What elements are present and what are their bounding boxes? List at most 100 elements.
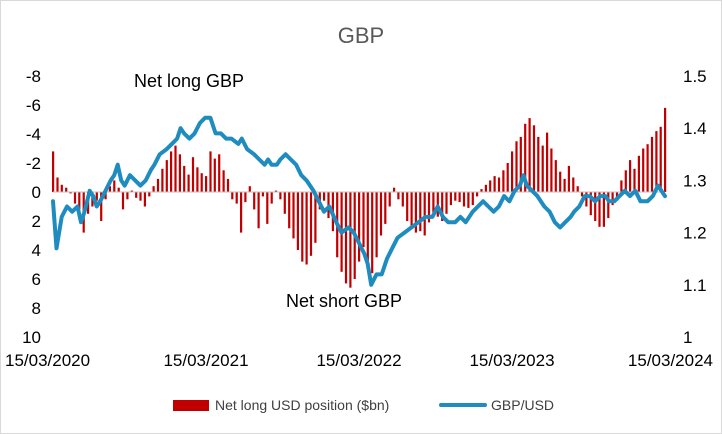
bar-86 (427, 192, 431, 223)
bar-125 (598, 192, 601, 227)
bar-21 (143, 192, 146, 207)
right-tick-label: 1 (683, 328, 692, 347)
bar-20 (139, 192, 142, 201)
bar-18 (130, 190, 133, 192)
left-tick-label: 4 (32, 241, 41, 260)
bar-75 (379, 192, 383, 236)
bar-94 (462, 192, 466, 207)
bar-138 (655, 131, 658, 192)
bar-134 (637, 155, 640, 193)
bar-13 (108, 186, 111, 192)
bar-79 (397, 192, 400, 200)
right-axis-ticks: 1.5 1.4 1.3 1.2 1.1 1 (683, 67, 707, 347)
bar-37 (213, 158, 216, 192)
bar-10 (95, 192, 98, 201)
bar-97 (476, 192, 479, 197)
bar-60 (314, 192, 317, 243)
bar-135 (642, 148, 645, 192)
bar-19 (135, 192, 138, 198)
bar-31 (187, 174, 190, 192)
x-tick-label: 15/03/2021 (163, 351, 248, 370)
bar-23 (152, 186, 155, 192)
legend: Net long USD position ($bn) GBP/USD (173, 397, 554, 413)
bar-88 (436, 192, 439, 217)
bar-91 (449, 192, 452, 206)
bar-28 (174, 145, 177, 192)
bar-115 (554, 160, 557, 192)
bar-130 (620, 180, 623, 192)
x-tick-label: 15/03/2023 (469, 351, 554, 370)
left-tick-label: 10 (22, 328, 41, 347)
bar-50 (270, 192, 273, 204)
left-tick-label: -4 (26, 125, 41, 144)
bar-82 (410, 192, 413, 227)
bar-92 (454, 192, 457, 201)
left-tick-label: -6 (26, 96, 41, 115)
bar-58 (305, 192, 308, 265)
bar-136 (646, 144, 649, 192)
bar-110 (532, 125, 536, 192)
bar-71 (362, 192, 365, 248)
bar-102 (497, 177, 501, 192)
bar-121 (580, 192, 584, 197)
bar-35 (205, 176, 208, 192)
legend-line-label: GBP/USD (491, 397, 554, 413)
bar-119 (572, 177, 575, 192)
bar-132 (629, 160, 632, 192)
bar-32 (191, 157, 195, 192)
bar-17 (126, 192, 129, 200)
bar-111 (537, 136, 540, 192)
bar-16 (121, 192, 125, 210)
bar-56 (296, 192, 299, 250)
annotation-net-short: Net short GBP (286, 291, 402, 311)
bar-51 (274, 190, 278, 192)
bar-104 (506, 163, 509, 192)
bar-105 (511, 151, 514, 192)
left-axis-ticks: -8 -6 -4 -2 0 2 4 6 8 10 (22, 67, 41, 347)
bar-123 (589, 192, 592, 216)
bar-6 (78, 192, 81, 210)
chart-title: GBP (338, 23, 384, 48)
bar-38 (218, 154, 221, 192)
bar-76 (384, 192, 387, 224)
bar-109 (528, 118, 531, 192)
bar-26 (165, 160, 168, 192)
bar-140 (664, 107, 667, 192)
bar-series (52, 107, 667, 288)
bar-25 (161, 168, 164, 192)
left-tick-label: 6 (32, 270, 41, 289)
gbpusd-line (51, 115, 667, 287)
bar-107 (519, 136, 522, 192)
bar-80 (401, 192, 404, 207)
bar-46 (253, 192, 256, 210)
bar-93 (458, 192, 461, 203)
bar-24 (156, 178, 160, 192)
bar-15 (117, 187, 120, 192)
bar-103 (502, 170, 505, 193)
bar-96 (471, 192, 474, 206)
bar-22 (148, 192, 151, 197)
bar-77 (388, 192, 391, 207)
bar-40 (226, 178, 230, 192)
bar-59 (309, 192, 313, 256)
x-tick-label: 15/03/2024 (628, 351, 713, 370)
bar-112 (541, 145, 544, 192)
bar-3 (65, 187, 68, 192)
bar-124 (594, 192, 597, 221)
bar-33 (196, 167, 199, 192)
bar-41 (231, 192, 234, 200)
bar-11 (100, 192, 103, 221)
bar-120 (576, 186, 579, 192)
bar-89 (441, 192, 444, 221)
bar-84 (419, 192, 422, 232)
bar-116 (559, 171, 562, 192)
bar-4 (69, 192, 72, 194)
bar-78 (393, 187, 396, 192)
bar-101 (493, 176, 496, 192)
bar-95 (467, 192, 470, 208)
bar-131 (624, 170, 627, 193)
x-tick-label: 15/03/2020 (5, 351, 90, 370)
bar-118 (567, 165, 570, 192)
